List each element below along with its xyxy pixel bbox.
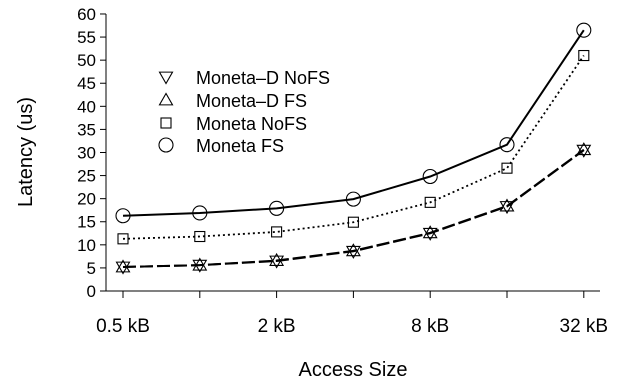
data-point-triangle-up xyxy=(576,142,592,156)
x-tick-label: 2 kB xyxy=(258,316,296,337)
data-point-triangle-up xyxy=(269,252,285,266)
series-line xyxy=(122,148,585,268)
data-point-triangle-up xyxy=(345,243,361,257)
y-tick-label: 0 xyxy=(87,282,96,301)
data-point-circle xyxy=(115,208,131,224)
series-lines xyxy=(122,29,585,268)
data-point-circle xyxy=(192,205,208,221)
y-tick-label: 5 xyxy=(87,259,96,278)
y-tick-label: 55 xyxy=(77,28,96,47)
data-point-triangle-down xyxy=(422,227,438,241)
data-point-triangle-down xyxy=(576,144,592,158)
legend-entry-label: Moneta–D FS xyxy=(196,91,307,111)
data-point-triangle-up xyxy=(499,198,515,212)
y-tick-label: 50 xyxy=(77,51,96,70)
data-point-square xyxy=(194,230,206,243)
y-tick-label: 10 xyxy=(77,236,96,255)
data-point-triangle-up xyxy=(422,225,438,239)
data-point-square xyxy=(271,226,283,238)
legend-entry-label: Moneta FS xyxy=(196,136,284,156)
y-tick-label: 45 xyxy=(77,74,96,93)
data-point-triangle-down xyxy=(499,201,515,215)
x-ticks: 0.5 kB 2 kB 8 kB 32 kB xyxy=(96,291,608,337)
y-ticks: 0 5 10 15 20 25 30 35 40 45 50 55 60 xyxy=(77,5,106,301)
x-axis-title: Access Size xyxy=(299,359,408,381)
data-point-square xyxy=(424,196,436,208)
data-point-circle xyxy=(345,191,361,207)
legend-square-icon xyxy=(160,117,172,129)
y-axis-title: Latency (us) xyxy=(15,97,37,207)
legend-circle-icon xyxy=(158,137,174,153)
y-tick-label: 25 xyxy=(77,167,96,186)
data-point-triangle-down xyxy=(115,261,131,275)
y-tick-label: 60 xyxy=(77,5,96,24)
series-line xyxy=(122,149,585,268)
x-tick-label: 32 kB xyxy=(560,316,609,337)
data-point-triangle-down xyxy=(345,245,361,259)
data-point-circle xyxy=(576,22,592,38)
y-tick-label: 35 xyxy=(77,120,96,139)
data-point-triangle-up xyxy=(115,259,131,273)
series-markers xyxy=(115,22,592,275)
data-point-square xyxy=(578,49,590,62)
y-tick-label: 30 xyxy=(77,143,96,162)
series-line xyxy=(122,55,585,240)
data-point-circle xyxy=(422,168,438,185)
data-point-triangle-down xyxy=(192,259,208,273)
series-line xyxy=(122,29,585,217)
legend-triangle-down-icon xyxy=(158,71,174,85)
data-point-square xyxy=(501,162,513,174)
legend-entry-label: Moneta NoFS xyxy=(196,114,307,134)
y-tick-label: 40 xyxy=(77,97,96,116)
data-point-square xyxy=(117,233,129,245)
data-point-triangle-down xyxy=(269,255,285,269)
data-point-circle xyxy=(499,137,515,153)
x-tick-label: 8 kB xyxy=(411,316,449,337)
legend: Moneta–D NoFS Moneta–D FS Moneta NoFSMonet… xyxy=(158,68,330,156)
legend-entry-label: Moneta–D NoFS xyxy=(196,68,330,88)
legend-triangle-up-icon xyxy=(158,92,174,106)
data-point-square xyxy=(347,216,359,228)
y-tick-label: 15 xyxy=(77,213,96,232)
data-point-triangle-up xyxy=(192,257,208,271)
axes xyxy=(105,14,600,292)
x-tick-label: 0.5 kB xyxy=(96,316,150,337)
y-tick-label: 20 xyxy=(77,190,96,209)
data-point-circle xyxy=(269,200,285,216)
